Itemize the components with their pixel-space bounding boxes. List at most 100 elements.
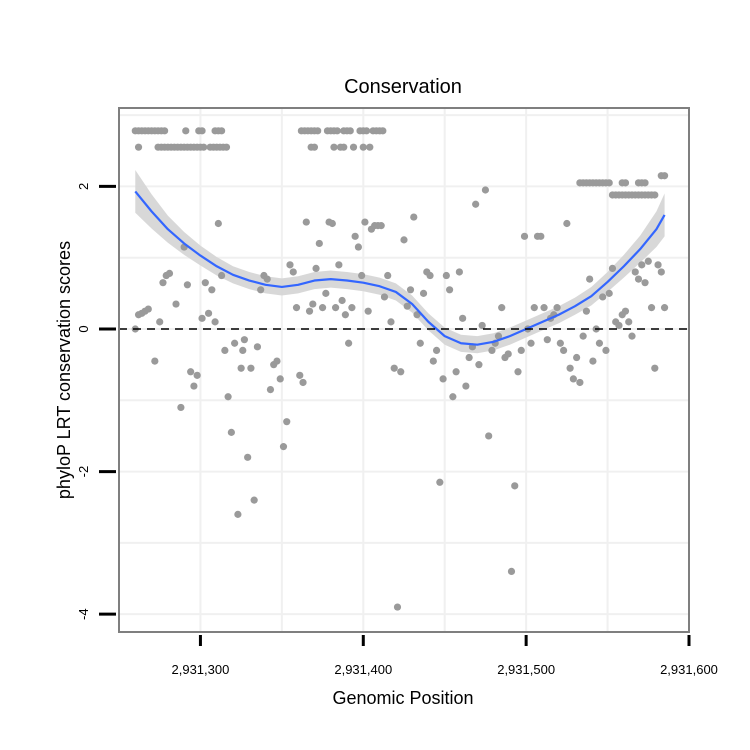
data-point bbox=[362, 127, 371, 135]
data-point bbox=[657, 268, 665, 276]
data-point bbox=[397, 368, 405, 376]
y-tick-label: -2 bbox=[76, 466, 91, 478]
data-point bbox=[379, 127, 387, 135]
data-point bbox=[436, 478, 444, 486]
data-point bbox=[161, 127, 169, 135]
data-point bbox=[498, 304, 506, 312]
data-point bbox=[222, 143, 231, 151]
data-point bbox=[625, 318, 633, 326]
data-point bbox=[446, 286, 454, 294]
data-point bbox=[511, 482, 519, 490]
data-point bbox=[566, 364, 574, 372]
data-point bbox=[338, 296, 346, 305]
data-point bbox=[543, 336, 551, 344]
data-point bbox=[380, 293, 389, 301]
data-point bbox=[602, 346, 610, 354]
data-point bbox=[263, 275, 271, 283]
x-axis: 2,931,300 2,931,400 2,931,500 2,931,600 bbox=[172, 635, 718, 677]
data-point bbox=[563, 219, 571, 228]
data-point bbox=[442, 271, 450, 280]
data-point bbox=[384, 271, 392, 280]
data-point bbox=[641, 279, 649, 287]
data-point bbox=[310, 143, 319, 151]
data-point bbox=[322, 289, 330, 297]
data-point bbox=[358, 271, 366, 280]
data-point bbox=[537, 232, 545, 240]
data-point bbox=[318, 304, 327, 312]
data-point bbox=[289, 268, 297, 276]
data-point bbox=[218, 127, 226, 135]
data-point bbox=[377, 222, 385, 230]
data-point bbox=[354, 243, 362, 251]
data-point bbox=[312, 264, 320, 273]
data-point bbox=[279, 443, 288, 451]
x-tick-label: 2,931,300 bbox=[172, 662, 230, 677]
data-point bbox=[187, 368, 195, 376]
data-point bbox=[387, 318, 395, 326]
smooth-line-layer bbox=[134, 190, 666, 346]
data-point bbox=[560, 346, 568, 354]
data-point bbox=[305, 307, 314, 315]
data-point bbox=[204, 309, 213, 317]
data-point bbox=[573, 353, 581, 362]
data-point bbox=[478, 321, 486, 330]
data-point bbox=[416, 339, 424, 347]
data-point bbox=[244, 453, 252, 461]
data-point bbox=[488, 346, 496, 354]
data-point bbox=[156, 318, 164, 326]
data-point bbox=[403, 302, 411, 310]
data-point bbox=[198, 314, 206, 322]
data-point bbox=[439, 375, 447, 383]
data-point bbox=[239, 346, 247, 354]
data-point bbox=[576, 378, 584, 387]
data-point bbox=[504, 350, 512, 358]
data-point bbox=[198, 127, 206, 135]
data-point bbox=[432, 346, 441, 354]
data-point bbox=[647, 304, 656, 312]
data-point bbox=[299, 378, 307, 387]
data-point bbox=[292, 304, 301, 312]
data-point bbox=[359, 143, 367, 151]
chart-title: Conservation bbox=[344, 76, 462, 98]
y-axis-title: phyloP LRT conservation scores bbox=[54, 241, 74, 499]
data-point bbox=[182, 127, 190, 135]
data-point bbox=[520, 232, 529, 240]
data-point bbox=[651, 191, 659, 199]
data-point bbox=[452, 368, 460, 376]
x-tick-label: 2,931,600 bbox=[660, 662, 718, 677]
data-point bbox=[390, 364, 398, 372]
data-point bbox=[494, 332, 503, 340]
data-point bbox=[302, 218, 310, 226]
data-point bbox=[364, 307, 372, 315]
data-point bbox=[208, 286, 216, 294]
y-axis: -4 -2 0 2 bbox=[76, 183, 116, 620]
data-point bbox=[449, 393, 457, 401]
data-point bbox=[276, 375, 284, 383]
data-point bbox=[211, 318, 219, 326]
data-point bbox=[589, 357, 597, 365]
data-point bbox=[481, 186, 490, 194]
data-point bbox=[586, 275, 594, 283]
data-point bbox=[183, 281, 191, 289]
data-point bbox=[231, 339, 239, 347]
data-point bbox=[540, 304, 548, 312]
data-point bbox=[628, 332, 636, 340]
data-point bbox=[333, 127, 341, 135]
y-tick-label: 0 bbox=[76, 325, 91, 332]
data-point bbox=[660, 304, 669, 312]
data-point bbox=[240, 336, 248, 344]
data-point bbox=[341, 311, 349, 319]
data-point bbox=[253, 343, 262, 351]
data-point bbox=[283, 418, 291, 426]
data-point bbox=[159, 279, 167, 287]
data-point bbox=[234, 510, 242, 518]
data-point bbox=[346, 127, 354, 135]
data-point bbox=[514, 368, 522, 376]
data-point bbox=[426, 271, 434, 280]
data-point bbox=[462, 382, 470, 390]
data-point bbox=[654, 261, 662, 269]
data-point bbox=[634, 275, 643, 283]
data-point bbox=[530, 304, 538, 312]
data-point bbox=[410, 213, 418, 221]
